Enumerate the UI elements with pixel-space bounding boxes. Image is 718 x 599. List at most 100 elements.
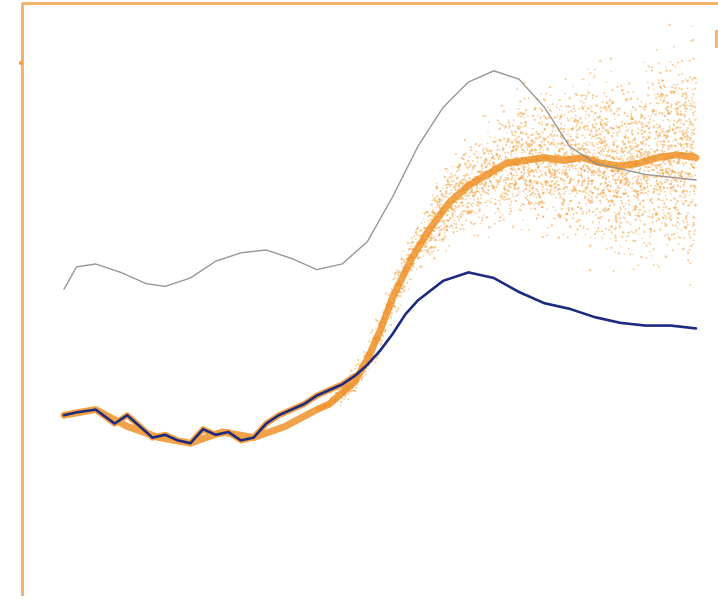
scatter-point — [578, 117, 582, 121]
scatter-point — [662, 79, 665, 82]
scatter-point — [686, 135, 689, 138]
scatter-point — [552, 206, 555, 209]
scatter-point — [611, 89, 614, 92]
scatter-point — [665, 137, 668, 140]
scatter-point — [691, 111, 695, 114]
scatter-point — [686, 79, 689, 83]
scatter-point — [531, 184, 533, 187]
scatter-point — [462, 228, 465, 231]
scatter-point — [586, 140, 589, 143]
scatter-point — [682, 129, 685, 132]
scatter-point — [539, 116, 542, 119]
scatter-point — [634, 208, 637, 211]
scatter-point — [610, 246, 613, 250]
scatter-point — [547, 226, 550, 229]
scatter-point — [580, 146, 583, 149]
scatter-point — [656, 101, 658, 104]
scatter-point — [528, 203, 531, 206]
scatter-point — [440, 227, 443, 230]
scatter-point — [546, 106, 549, 109]
scatter-point — [554, 140, 556, 143]
scatter-point — [506, 176, 509, 180]
scatter-point — [541, 131, 544, 134]
scatter-point — [577, 205, 580, 209]
scatter-point — [658, 192, 661, 195]
scatter-point — [674, 144, 677, 148]
scatter-point — [513, 138, 517, 142]
scatter-point — [355, 386, 358, 389]
scatter-point — [690, 149, 693, 152]
scatter-point — [456, 215, 459, 218]
scatter-point — [692, 225, 695, 228]
scatter-point — [545, 174, 548, 176]
scatter-point — [606, 153, 608, 156]
scatter-point — [600, 182, 603, 185]
scatter-point — [663, 181, 667, 184]
scatter-point — [686, 145, 689, 148]
scatter-point — [685, 150, 688, 153]
scatter-point — [594, 68, 597, 71]
scatter-point — [623, 154, 626, 156]
scatter-point — [680, 87, 683, 91]
scatter-point — [434, 227, 437, 230]
scatter-point — [462, 214, 464, 216]
scatter-point — [571, 153, 574, 156]
scatter-point — [533, 181, 536, 184]
scatter-point — [673, 90, 677, 94]
scatter-point — [443, 235, 447, 238]
scatter-point — [546, 122, 549, 125]
scatter-point — [640, 132, 644, 136]
scatter-point — [693, 239, 695, 242]
scatter-point — [671, 249, 674, 252]
scatter-point — [603, 144, 606, 148]
scatter-point — [569, 189, 571, 191]
scatter-point — [379, 342, 383, 346]
scatter-point — [675, 107, 678, 110]
scatter-point — [664, 214, 667, 217]
scatter-point — [673, 160, 676, 163]
scatter-point — [572, 150, 575, 153]
scatter-point — [649, 230, 652, 233]
scatter-point — [632, 268, 635, 271]
scatter-point — [396, 269, 399, 272]
scatter-point — [670, 180, 673, 183]
scatter-point — [666, 243, 669, 246]
scatter-point — [694, 110, 697, 113]
scatter-point — [593, 118, 596, 122]
scatter-point — [664, 131, 667, 134]
scatter-point — [627, 199, 630, 202]
scatter-point — [675, 189, 678, 193]
scatter-point — [691, 99, 694, 102]
scatter-point — [558, 212, 560, 215]
scatter-point — [574, 110, 577, 112]
scatter-point — [667, 233, 670, 236]
scatter-point — [590, 174, 593, 176]
scatter-point — [489, 136, 491, 138]
scatter-point — [516, 140, 520, 144]
scatter-point — [596, 207, 599, 210]
scatter-point — [467, 202, 470, 205]
scatter-point — [551, 130, 554, 133]
scatter-point — [620, 149, 622, 152]
scatter-point — [584, 97, 587, 100]
scatter-point — [670, 192, 672, 195]
scatter-point — [601, 148, 605, 151]
scatter-point — [614, 181, 618, 185]
scatter-point — [562, 233, 565, 236]
scatter-point — [528, 152, 531, 155]
scatter-point — [605, 95, 608, 98]
scatter-point — [589, 169, 592, 172]
scatter-point — [684, 105, 687, 108]
scatter-point — [670, 110, 673, 113]
scatter-point — [664, 65, 667, 68]
scatter-point — [371, 329, 374, 332]
scatter-point — [669, 218, 673, 221]
scatter-point — [680, 145, 683, 148]
scatter-point — [412, 265, 415, 268]
scatter-point — [562, 130, 565, 133]
scatter-point — [566, 165, 570, 168]
scatter-point — [653, 190, 655, 193]
scatter-point — [531, 186, 534, 190]
scatter-point — [481, 187, 484, 190]
scatter-point — [637, 198, 640, 201]
